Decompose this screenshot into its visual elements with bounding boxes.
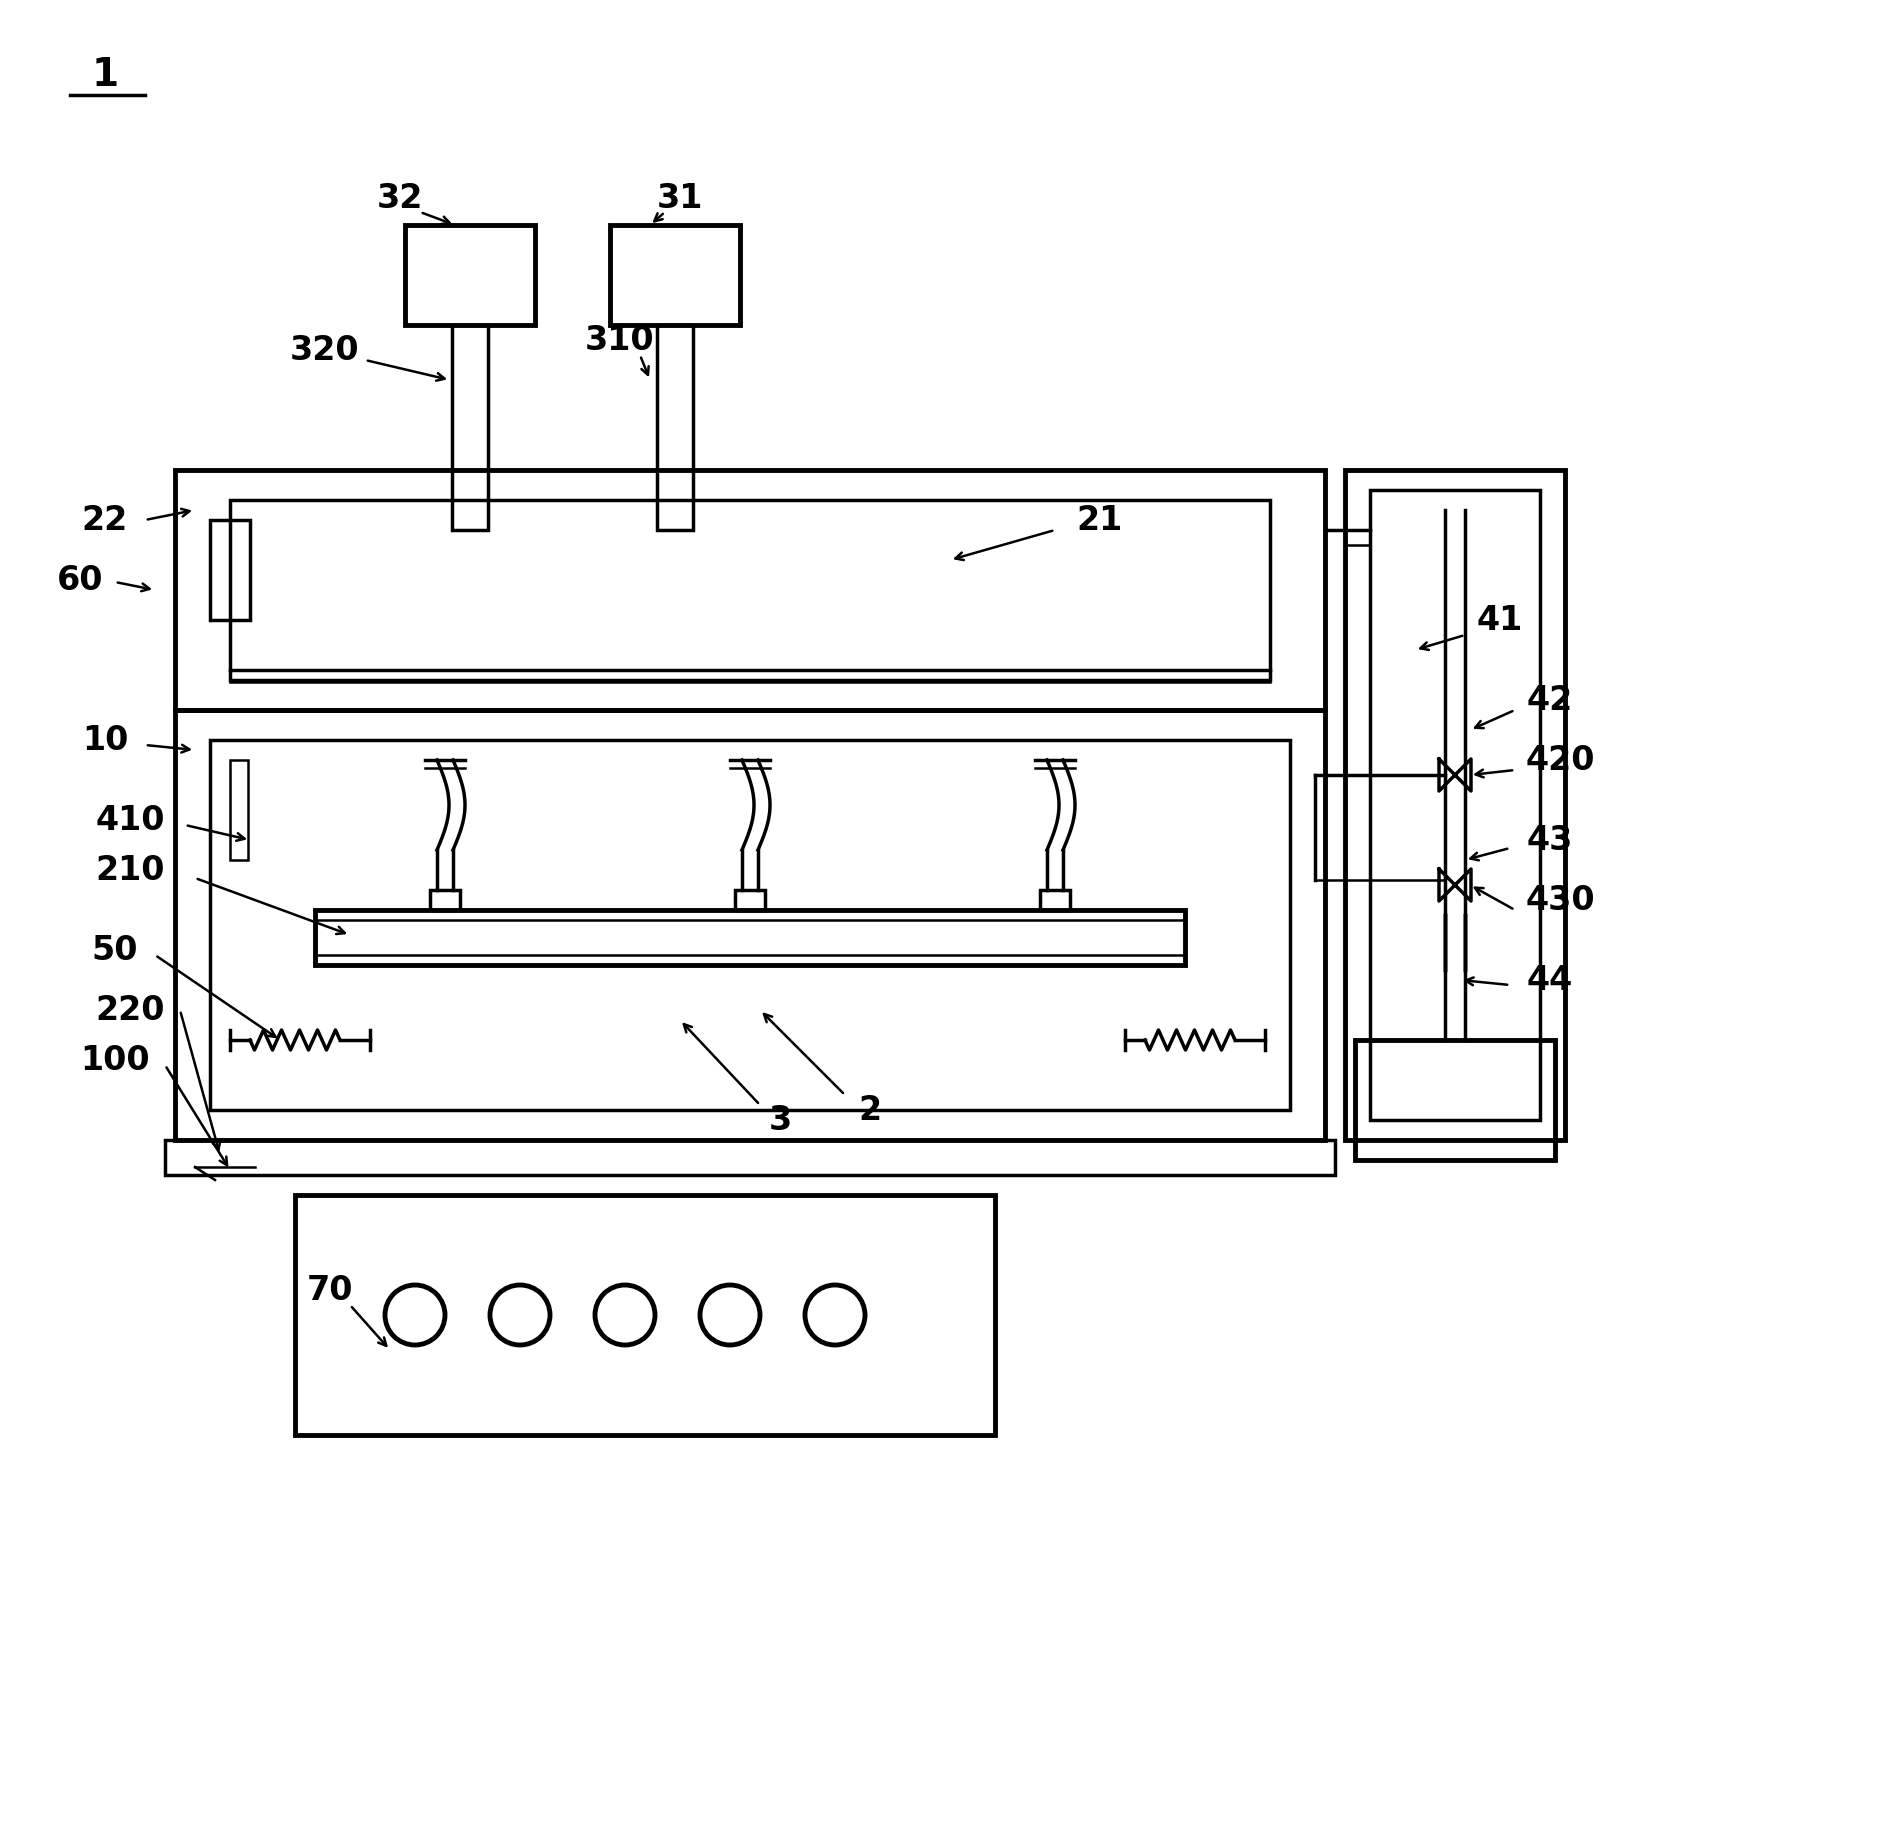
Text: 60: 60 xyxy=(57,563,102,596)
Text: 1: 1 xyxy=(91,57,119,93)
Bar xyxy=(174,470,1325,710)
Bar xyxy=(430,891,461,911)
Text: 2: 2 xyxy=(859,1094,882,1127)
Text: 430: 430 xyxy=(1524,883,1595,916)
Bar xyxy=(1356,1041,1555,1160)
Text: 32: 32 xyxy=(377,181,423,214)
Bar xyxy=(406,225,535,326)
Text: 310: 310 xyxy=(586,324,654,357)
Text: 410: 410 xyxy=(95,803,165,836)
Text: 22: 22 xyxy=(82,503,129,536)
Text: 70: 70 xyxy=(307,1273,353,1306)
Text: 42: 42 xyxy=(1526,684,1574,717)
Bar xyxy=(229,761,248,860)
Text: 210: 210 xyxy=(95,854,165,887)
Text: 10: 10 xyxy=(82,724,129,757)
Text: 320: 320 xyxy=(290,333,360,366)
Bar xyxy=(165,1139,1335,1174)
Bar xyxy=(296,1194,995,1436)
Bar xyxy=(229,499,1270,680)
Text: 220: 220 xyxy=(95,993,165,1026)
Text: 41: 41 xyxy=(1477,604,1522,636)
Bar xyxy=(1041,891,1069,911)
Bar xyxy=(210,741,1289,1110)
Text: 31: 31 xyxy=(656,181,703,214)
Bar xyxy=(658,326,694,530)
Text: 21: 21 xyxy=(1077,503,1122,536)
Text: 50: 50 xyxy=(91,933,138,966)
Bar xyxy=(611,225,739,326)
Text: 420: 420 xyxy=(1524,744,1595,777)
Bar xyxy=(210,519,250,620)
Text: 3: 3 xyxy=(768,1103,793,1136)
Bar xyxy=(174,710,1325,1139)
Text: 44: 44 xyxy=(1526,964,1574,997)
Bar xyxy=(1344,470,1564,1139)
Bar xyxy=(315,911,1185,966)
Bar xyxy=(736,891,764,911)
Bar xyxy=(1371,490,1540,1119)
Text: 43: 43 xyxy=(1526,823,1574,856)
Text: 100: 100 xyxy=(80,1044,150,1077)
Bar xyxy=(451,326,487,530)
